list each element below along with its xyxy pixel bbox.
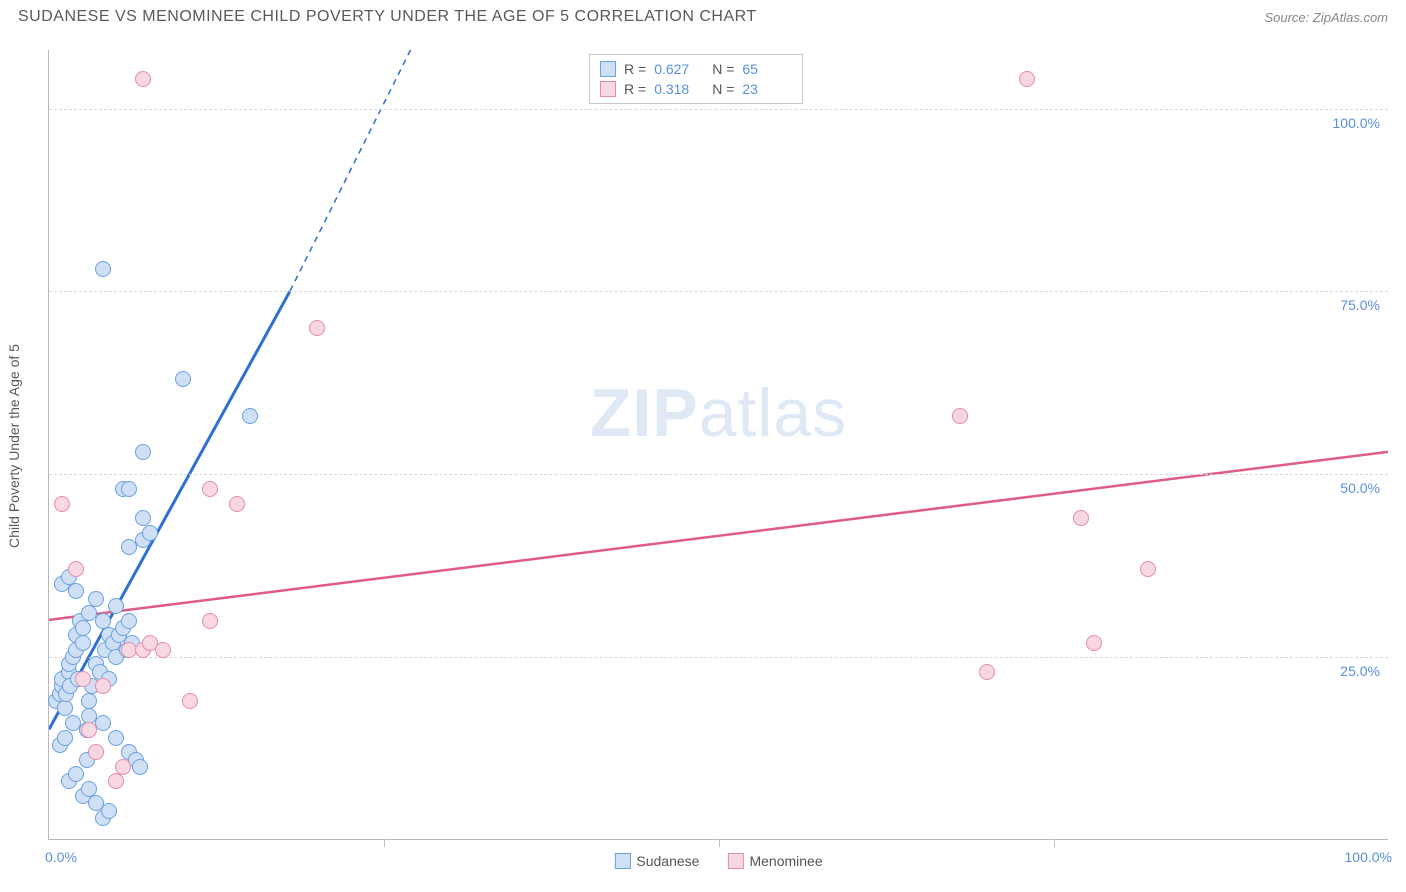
data-point <box>1019 71 1035 87</box>
data-point <box>81 781 97 797</box>
data-point <box>135 71 151 87</box>
data-point <box>54 496 70 512</box>
gridline <box>49 474 1388 475</box>
stats-n-value: 23 <box>742 81 792 97</box>
watermark-bold: ZIP <box>590 375 699 451</box>
chart-title: SUDANESE VS MENOMINEE CHILD POVERTY UNDE… <box>18 8 757 26</box>
data-point <box>155 642 171 658</box>
x-tick <box>384 839 385 847</box>
gridline <box>49 291 1388 292</box>
data-point <box>95 261 111 277</box>
data-point <box>88 591 104 607</box>
data-point <box>68 766 84 782</box>
data-point <box>135 444 151 460</box>
legend-label: Sudanese <box>636 853 699 869</box>
data-point <box>132 759 148 775</box>
data-point <box>101 803 117 819</box>
stats-n-label: N = <box>712 61 734 77</box>
data-point <box>57 730 73 746</box>
x-tick <box>719 839 720 847</box>
data-point <box>121 481 137 497</box>
trend-line <box>49 291 290 729</box>
x-tick <box>1054 839 1055 847</box>
data-point <box>1073 510 1089 526</box>
y-tick-label: 25.0% <box>1340 663 1380 679</box>
data-point <box>1086 635 1102 651</box>
watermark: ZIPatlas <box>590 374 847 452</box>
stats-swatch <box>600 61 616 77</box>
data-point <box>108 730 124 746</box>
data-point <box>229 496 245 512</box>
legend-item: Sudanese <box>614 853 699 869</box>
data-point <box>81 693 97 709</box>
data-point <box>115 759 131 775</box>
data-point <box>309 320 325 336</box>
data-point <box>175 371 191 387</box>
data-point <box>242 408 258 424</box>
scatter-chart: ZIPatlas R =0.627N =65R =0.318N =23 Suda… <box>48 50 1388 840</box>
data-point <box>81 722 97 738</box>
data-point <box>65 715 81 731</box>
trend-line-extrapolated <box>290 50 411 291</box>
source-label: Source: ZipAtlas.com <box>1264 10 1388 25</box>
data-point <box>979 664 995 680</box>
data-point <box>182 693 198 709</box>
gridline <box>49 109 1388 110</box>
stats-n-label: N = <box>712 81 734 97</box>
stats-swatch <box>600 81 616 97</box>
data-point <box>202 613 218 629</box>
y-tick-label: 75.0% <box>1340 297 1380 313</box>
legend: Sudanese Menominee <box>614 853 822 869</box>
trend-lines <box>49 50 1388 839</box>
data-point <box>75 620 91 636</box>
gridline <box>49 657 1388 658</box>
data-point <box>1140 561 1156 577</box>
stats-row: R = 0.318 N = 23 <box>600 79 792 99</box>
data-point <box>95 678 111 694</box>
y-tick-label: 100.0% <box>1333 115 1380 131</box>
stats-r-value: 0.318 <box>654 81 704 97</box>
data-point <box>202 481 218 497</box>
stats-n-value: 65 <box>742 61 792 77</box>
x-tick-label: 100.0% <box>1345 849 1392 865</box>
data-point <box>108 598 124 614</box>
trend-line <box>49 452 1388 620</box>
stats-row: R = 0.627 N = 65 <box>600 59 792 79</box>
data-point <box>142 525 158 541</box>
watermark-light: atlas <box>699 375 848 451</box>
stats-box: R = 0.627 N = 65 R = 0.318 N = 23 <box>589 54 803 104</box>
header: SUDANESE VS MENOMINEE CHILD POVERTY UNDE… <box>0 0 1406 30</box>
legend-label: Menominee <box>749 853 822 869</box>
data-point <box>121 613 137 629</box>
legend-swatch <box>614 853 630 869</box>
data-point <box>57 700 73 716</box>
data-point <box>75 671 91 687</box>
legend-item: Menominee <box>727 853 822 869</box>
data-point <box>135 510 151 526</box>
legend-swatch <box>727 853 743 869</box>
stats-r-value: 0.627 <box>654 61 704 77</box>
data-point <box>95 613 111 629</box>
data-point <box>108 773 124 789</box>
stats-r-label: R = <box>624 61 646 77</box>
data-point <box>75 635 91 651</box>
y-tick-label: 50.0% <box>1340 480 1380 496</box>
stats-r-label: R = <box>624 81 646 97</box>
x-tick-label: 0.0% <box>45 849 77 865</box>
data-point <box>952 408 968 424</box>
y-axis-title: Child Poverty Under the Age of 5 <box>6 344 22 548</box>
data-point <box>88 744 104 760</box>
data-point <box>68 583 84 599</box>
data-point <box>68 561 84 577</box>
